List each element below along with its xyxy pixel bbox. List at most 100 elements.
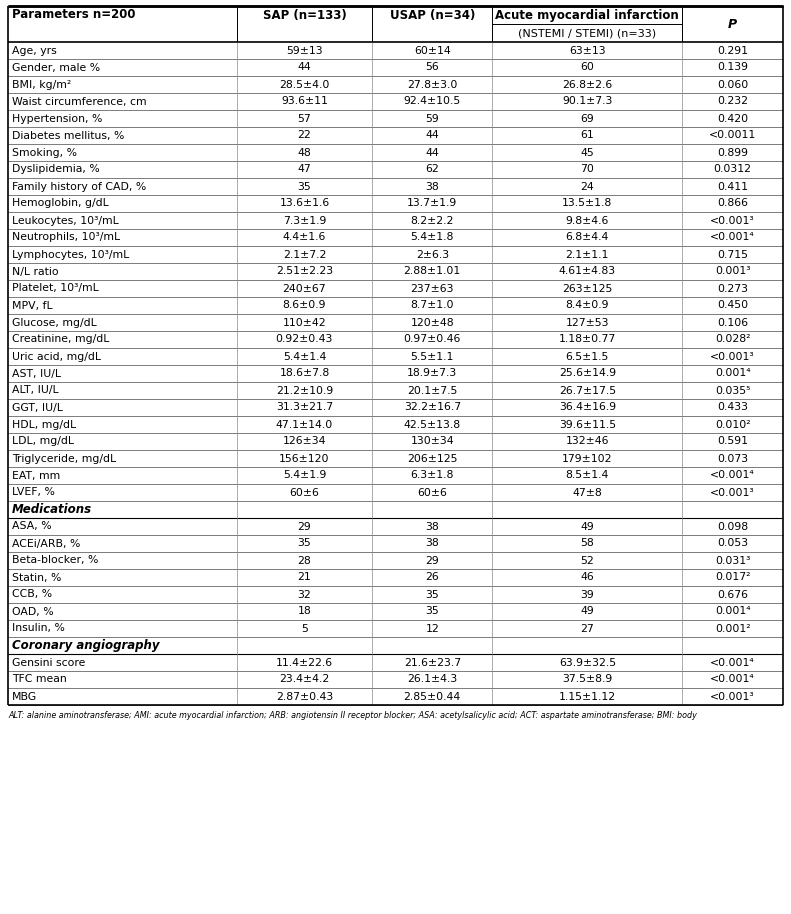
Text: 39: 39 (581, 590, 594, 600)
Text: 0.060: 0.060 (717, 80, 748, 90)
Text: 42.5±13.8: 42.5±13.8 (403, 420, 461, 430)
Text: 46: 46 (581, 572, 594, 582)
Text: 4.4±1.6: 4.4±1.6 (282, 232, 326, 242)
Text: ALT, IU/L: ALT, IU/L (12, 386, 59, 396)
Text: GGT, IU/L: GGT, IU/L (12, 402, 62, 412)
Text: 0.139: 0.139 (717, 62, 748, 72)
Text: 21: 21 (297, 572, 312, 582)
Text: Insulin, %: Insulin, % (12, 623, 65, 633)
Text: 2.51±2.23: 2.51±2.23 (276, 267, 333, 277)
Text: 22: 22 (297, 131, 312, 141)
Text: 44: 44 (426, 131, 439, 141)
Text: Gensini score: Gensini score (12, 657, 85, 667)
Text: <0.001⁴: <0.001⁴ (710, 471, 755, 481)
Text: 25.6±14.9: 25.6±14.9 (558, 368, 616, 378)
Text: 59: 59 (426, 113, 439, 123)
Text: Triglyceride, mg/dL: Triglyceride, mg/dL (12, 453, 116, 463)
Text: 0.420: 0.420 (717, 113, 748, 123)
Text: Acute myocardial infarction: Acute myocardial infarction (495, 8, 679, 22)
Text: 60±6: 60±6 (418, 487, 447, 497)
Text: 49: 49 (581, 522, 594, 532)
Text: Neutrophils, 10³/mL: Neutrophils, 10³/mL (12, 232, 120, 242)
Text: 58: 58 (581, 538, 594, 548)
Text: 60: 60 (581, 62, 594, 72)
Text: OAD, %: OAD, % (12, 607, 54, 617)
Text: Leukocytes, 10³/mL: Leukocytes, 10³/mL (12, 216, 119, 226)
Text: 29: 29 (297, 522, 312, 532)
Text: 63.9±32.5: 63.9±32.5 (558, 657, 616, 667)
Text: 44: 44 (426, 147, 439, 157)
Text: 24: 24 (581, 182, 594, 192)
Text: ASA, %: ASA, % (12, 522, 51, 532)
Text: 62: 62 (426, 165, 439, 175)
Text: 7.3±1.9: 7.3±1.9 (282, 216, 326, 226)
Text: 0.97±0.46: 0.97±0.46 (403, 335, 461, 345)
Text: 28: 28 (297, 556, 312, 566)
Text: (NSTEMI / STEMI) (n=33): (NSTEMI / STEMI) (n=33) (518, 28, 657, 38)
Text: 44: 44 (297, 62, 312, 72)
Text: 9.8±4.6: 9.8±4.6 (566, 216, 609, 226)
Text: 38: 38 (426, 522, 439, 532)
Text: 27: 27 (581, 623, 594, 633)
Text: 37.5±8.9: 37.5±8.9 (562, 675, 612, 685)
Text: 32: 32 (297, 590, 312, 600)
Text: 0.098: 0.098 (717, 522, 748, 532)
Text: TFC mean: TFC mean (12, 675, 66, 685)
Text: 20.1±7.5: 20.1±7.5 (407, 386, 457, 396)
Text: 240±67: 240±67 (282, 283, 326, 293)
Text: 5.5±1.1: 5.5±1.1 (411, 352, 454, 362)
Text: 0.053: 0.053 (717, 538, 748, 548)
Text: 26.8±2.6: 26.8±2.6 (562, 80, 612, 90)
Text: 5.4±1.4: 5.4±1.4 (282, 352, 326, 362)
Text: 0.676: 0.676 (717, 590, 748, 600)
Text: 48: 48 (297, 147, 312, 157)
Text: Age, yrs: Age, yrs (12, 46, 57, 56)
Text: 31.3±21.7: 31.3±21.7 (276, 402, 333, 412)
Text: 263±125: 263±125 (562, 283, 612, 293)
Text: 0.899: 0.899 (717, 147, 748, 157)
Text: 38: 38 (426, 538, 439, 548)
Text: 47: 47 (297, 165, 312, 175)
Text: 13.7±1.9: 13.7±1.9 (407, 198, 457, 208)
Text: ALT: alanine aminotransferase; AMI: acute myocardial infarction; ARB: angiotensi: ALT: alanine aminotransferase; AMI: acut… (8, 711, 697, 720)
Text: HDL, mg/dL: HDL, mg/dL (12, 420, 76, 430)
Text: Platelet, 10³/mL: Platelet, 10³/mL (12, 283, 99, 293)
Text: CCB, %: CCB, % (12, 590, 52, 600)
Text: 39.6±11.5: 39.6±11.5 (558, 420, 616, 430)
Text: 18: 18 (297, 607, 312, 617)
Text: 57: 57 (297, 113, 312, 123)
Text: Hypertension, %: Hypertension, % (12, 113, 102, 123)
Text: <0.001³: <0.001³ (710, 692, 755, 702)
Text: 5.4±1.8: 5.4±1.8 (411, 232, 454, 242)
Text: 0.001²: 0.001² (715, 623, 751, 633)
Text: 35: 35 (426, 607, 439, 617)
Text: 52: 52 (581, 556, 594, 566)
Text: 32.2±16.7: 32.2±16.7 (403, 402, 461, 412)
Text: <0.001³: <0.001³ (710, 216, 755, 226)
Text: 0.715: 0.715 (717, 250, 748, 260)
Text: Uric acid, mg/dL: Uric acid, mg/dL (12, 352, 101, 362)
Text: 27.8±3.0: 27.8±3.0 (407, 80, 457, 90)
Text: 179±102: 179±102 (562, 453, 612, 463)
Text: 63±13: 63±13 (569, 46, 606, 56)
Text: 61: 61 (581, 131, 594, 141)
Text: 156±120: 156±120 (279, 453, 330, 463)
Text: 2±6.3: 2±6.3 (416, 250, 448, 260)
Text: LDL, mg/dL: LDL, mg/dL (12, 437, 74, 447)
Text: 59±13: 59±13 (286, 46, 323, 56)
Text: 6.8±4.4: 6.8±4.4 (566, 232, 609, 242)
Text: 26.7±17.5: 26.7±17.5 (558, 386, 616, 396)
Text: 0.073: 0.073 (717, 453, 748, 463)
Text: 56: 56 (426, 62, 439, 72)
Text: 0.017²: 0.017² (715, 572, 751, 582)
Text: 1.18±0.77: 1.18±0.77 (558, 335, 616, 345)
Text: P: P (728, 17, 737, 30)
Text: <0.001⁴: <0.001⁴ (710, 657, 755, 667)
Text: 0.0312: 0.0312 (713, 165, 751, 175)
Text: 2.1±7.2: 2.1±7.2 (282, 250, 326, 260)
Text: 0.411: 0.411 (717, 182, 748, 192)
Text: Parameters n=200: Parameters n=200 (12, 8, 135, 22)
Text: 35: 35 (426, 590, 439, 600)
Text: 49: 49 (581, 607, 594, 617)
Text: 8.6±0.9: 8.6±0.9 (282, 301, 326, 311)
